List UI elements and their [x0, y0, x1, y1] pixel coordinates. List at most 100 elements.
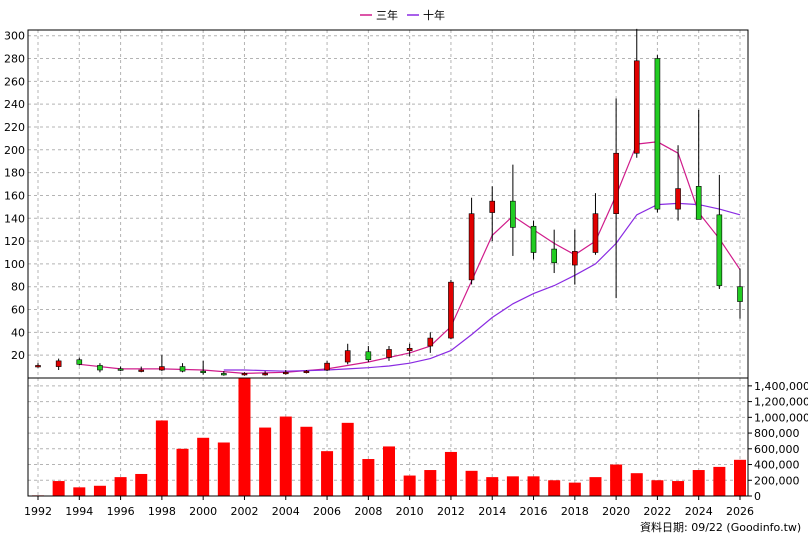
volume-bar-2022 [651, 480, 664, 496]
candle-body [675, 188, 681, 210]
candle-2008 [365, 346, 372, 363]
x-tick-label: 2014 [478, 505, 506, 518]
x-tick-label: 2022 [643, 505, 671, 518]
candle-body [159, 366, 165, 371]
x-tick-label: 2000 [189, 505, 217, 518]
candle-body [633, 60, 640, 154]
volume-panel: 0 200,000 400,000 600,000 800,000 1,000,000 1,… [27, 377, 808, 503]
price-y-tick-label: 260 [4, 75, 25, 88]
volume-y-tick-label: 800,000 [754, 427, 800, 440]
candle-1998 [159, 355, 165, 372]
candle-2010 [406, 343, 413, 357]
candle-2019 [592, 193, 599, 255]
volume-bar-1995 [93, 485, 106, 496]
candle-body [117, 368, 124, 371]
volume-bar-2001 [217, 442, 230, 496]
volume-bar-2007 [341, 422, 354, 496]
candle-1994 [76, 357, 83, 366]
candle-2023 [675, 145, 681, 221]
price-y-tick-label: 180 [4, 167, 25, 180]
legend-label-3yr: 三年 [376, 8, 398, 22]
candle-2009 [386, 346, 392, 361]
candle-body [489, 200, 496, 213]
candle-2002 [241, 372, 248, 376]
x-tick-label: 2024 [685, 505, 713, 518]
x-tick-label: 2008 [354, 505, 382, 518]
candle-body [551, 248, 557, 264]
candle-body [179, 366, 186, 372]
price-y-tick-label: 100 [4, 258, 25, 271]
volume-bar-2000 [197, 437, 210, 496]
x-tick-label: 2016 [520, 505, 548, 518]
candle-body [138, 369, 145, 372]
volume-bar-1999 [176, 448, 189, 496]
candle-body [510, 200, 516, 228]
volume-bar-2004 [279, 416, 292, 496]
candle-body [448, 281, 454, 339]
x-tick-label: 2010 [396, 505, 424, 518]
volume-y-tick-label: 600,000 [754, 443, 800, 456]
candle-2022 [654, 55, 661, 213]
x-tick-label: 2018 [561, 505, 589, 518]
x-tick-label: 2006 [313, 505, 341, 518]
volume-bar-2013 [465, 470, 478, 496]
price-y-tick-label: 220 [4, 121, 25, 134]
candle-1999 [179, 363, 186, 373]
volume-bar-1996 [114, 477, 127, 496]
candle-2005 [303, 370, 310, 374]
candle-body [324, 362, 330, 371]
volume-bar-2024 [692, 470, 705, 496]
candles [35, 28, 743, 376]
candle-2017 [551, 229, 557, 274]
x-tick-label: 1998 [148, 505, 176, 518]
x-axis: 1992 1994 1996 1998 2000 2002 2004 2006 2008 2010… [24, 496, 754, 518]
price-y-tick-label: 80 [11, 281, 25, 294]
candle-body [613, 152, 619, 214]
candle-body [241, 373, 248, 376]
price-y-tick-label: 140 [4, 212, 25, 225]
price-y-tick-label: 200 [4, 144, 25, 157]
volume-plot-frame [27, 377, 749, 497]
candle-body [344, 350, 351, 363]
volume-bar-1998 [155, 420, 168, 496]
x-tick-label: 1992 [24, 505, 52, 518]
candle-body [97, 365, 103, 371]
candle-body [695, 186, 702, 220]
candle-body [221, 373, 227, 376]
candle-2006 [324, 360, 330, 372]
candle-body [654, 58, 661, 210]
price-grid [28, 30, 748, 378]
candle-2024 [695, 109, 702, 220]
volume-bars [32, 378, 746, 496]
volume-bar-2023 [672, 481, 685, 496]
price-panel: 20 40 60 80 100 120 140 160 180 200 220 240 260 280 30… [4, 28, 749, 379]
volume-bar-2002 [238, 378, 251, 496]
price-plot-frame [27, 29, 749, 379]
candle-1993 [55, 358, 62, 371]
candle-body [468, 213, 475, 281]
candle-body [200, 370, 206, 373]
volume-bar-2012 [444, 451, 457, 496]
price-y-axis: 20 40 60 80 100 120 140 160 180 200 220 240 260 280 30… [4, 30, 25, 362]
candle-body [303, 370, 310, 373]
candle-2020 [613, 98, 619, 299]
volume-bar-2025 [713, 466, 726, 496]
x-tick-label: 2004 [272, 505, 300, 518]
candle-body [737, 286, 743, 302]
candle-2021 [633, 28, 640, 158]
volume-bar-2021 [630, 473, 643, 496]
candle-1995 [97, 363, 103, 373]
volume-bar-2014 [486, 477, 499, 496]
volume-y-tick-label: 1,400,000 [754, 380, 808, 393]
candle-body [55, 360, 62, 367]
volume-bar-2011 [424, 470, 437, 496]
candle-body [572, 251, 578, 266]
candle-2025 [716, 174, 723, 290]
volume-bar-2026 [734, 459, 746, 496]
candle-2018 [572, 229, 578, 285]
volume-y-tick-label: 1,000,000 [754, 411, 808, 424]
volume-bar-2003 [259, 427, 272, 496]
volume-y-axis: 0 200,000 400,000 600,000 800,000 1,000,000 1,… [748, 380, 808, 503]
volume-bar-2016 [527, 476, 540, 496]
